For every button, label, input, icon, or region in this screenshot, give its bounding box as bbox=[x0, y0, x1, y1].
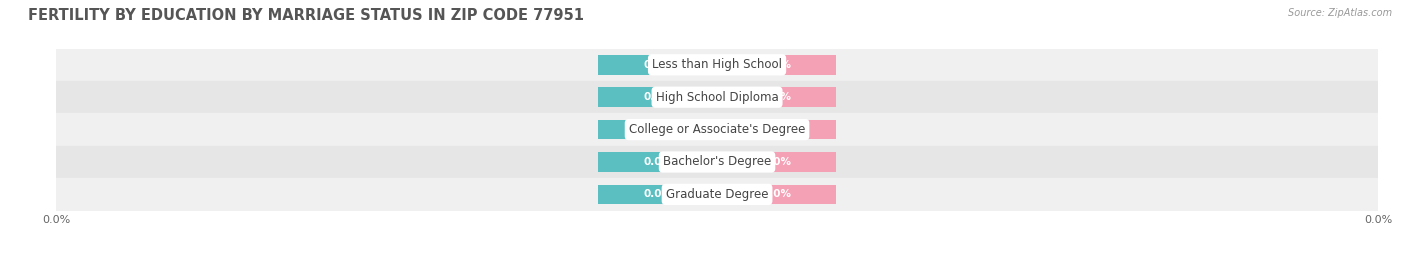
Text: Bachelor's Degree: Bachelor's Degree bbox=[664, 156, 770, 168]
Text: FERTILITY BY EDUCATION BY MARRIAGE STATUS IN ZIP CODE 77951: FERTILITY BY EDUCATION BY MARRIAGE STATU… bbox=[28, 8, 583, 23]
Bar bbox=[598, 55, 717, 75]
Bar bbox=[717, 87, 837, 107]
Bar bbox=[717, 55, 837, 75]
Bar bbox=[56, 81, 1378, 113]
Bar bbox=[598, 152, 717, 172]
Text: 0.0%: 0.0% bbox=[643, 124, 672, 135]
Text: 0.0%: 0.0% bbox=[762, 60, 792, 70]
Text: College or Associate's Degree: College or Associate's Degree bbox=[628, 123, 806, 136]
Text: 0.0%: 0.0% bbox=[643, 157, 672, 167]
Bar bbox=[598, 185, 717, 204]
Text: 0.0%: 0.0% bbox=[643, 92, 672, 102]
Bar bbox=[56, 113, 1378, 146]
Text: Source: ZipAtlas.com: Source: ZipAtlas.com bbox=[1288, 8, 1392, 18]
Legend: Married, Unmarried: Married, Unmarried bbox=[627, 266, 807, 270]
Text: 0.0%: 0.0% bbox=[762, 189, 792, 200]
Bar bbox=[56, 178, 1378, 211]
Bar bbox=[717, 185, 837, 204]
Bar bbox=[717, 120, 837, 139]
Text: High School Diploma: High School Diploma bbox=[655, 91, 779, 104]
Text: 0.0%: 0.0% bbox=[762, 157, 792, 167]
Bar bbox=[56, 49, 1378, 81]
Bar bbox=[717, 152, 837, 172]
Text: 0.0%: 0.0% bbox=[643, 189, 672, 200]
Bar bbox=[598, 87, 717, 107]
Text: 0.0%: 0.0% bbox=[643, 60, 672, 70]
Text: 0.0%: 0.0% bbox=[762, 124, 792, 135]
Text: Less than High School: Less than High School bbox=[652, 58, 782, 71]
Bar bbox=[56, 146, 1378, 178]
Text: 0.0%: 0.0% bbox=[762, 92, 792, 102]
Text: Graduate Degree: Graduate Degree bbox=[666, 188, 768, 201]
Bar bbox=[598, 120, 717, 139]
